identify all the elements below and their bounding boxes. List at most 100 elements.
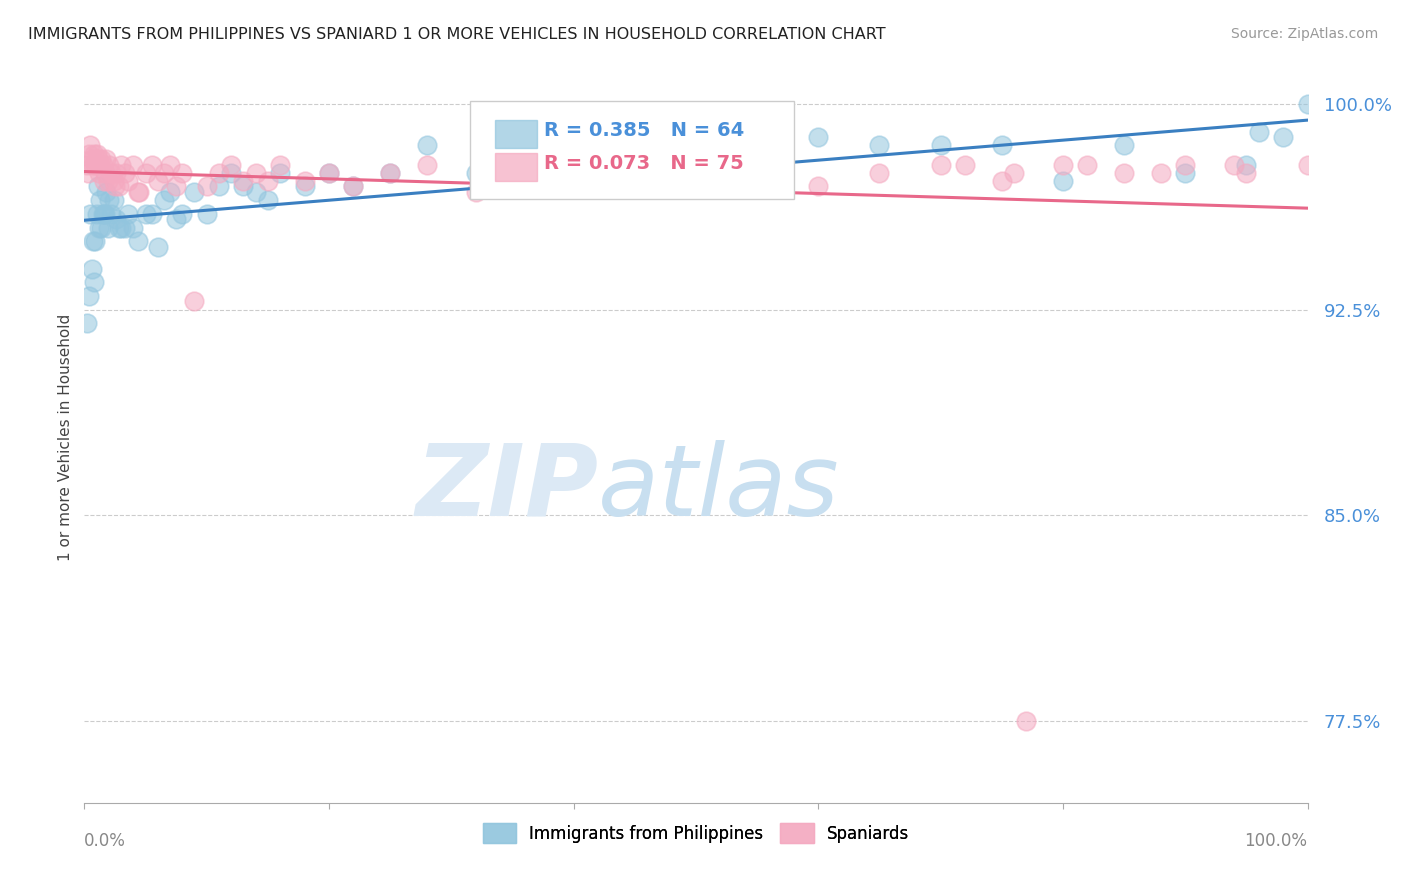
Point xyxy=(127,185,149,199)
Point xyxy=(269,166,291,180)
Point xyxy=(159,157,181,171)
Point xyxy=(105,212,128,227)
Point xyxy=(1052,174,1074,188)
Point xyxy=(103,174,125,188)
Point xyxy=(82,157,104,171)
Point xyxy=(219,166,242,180)
Point xyxy=(929,157,952,171)
Point xyxy=(104,179,127,194)
Point xyxy=(342,179,364,194)
Point xyxy=(991,174,1014,188)
Point xyxy=(146,240,169,254)
Point xyxy=(97,220,120,235)
Point xyxy=(117,174,139,188)
Point xyxy=(869,166,891,180)
Point xyxy=(107,220,129,235)
Point xyxy=(1015,714,1038,728)
Point xyxy=(86,146,108,161)
Point xyxy=(257,174,280,188)
Point xyxy=(1174,157,1197,171)
Point xyxy=(141,207,163,221)
Point xyxy=(1296,157,1319,171)
Point xyxy=(380,166,402,180)
Text: 100.0%: 100.0% xyxy=(1244,832,1308,850)
Text: R = 0.385   N = 64: R = 0.385 N = 64 xyxy=(544,121,745,140)
Point xyxy=(464,166,486,180)
Point xyxy=(110,220,132,235)
Point xyxy=(502,157,524,171)
Point xyxy=(342,179,364,194)
Y-axis label: 1 or more Vehicles in Household: 1 or more Vehicles in Household xyxy=(58,313,73,561)
Point xyxy=(1247,125,1270,139)
Point xyxy=(165,179,187,194)
Point xyxy=(141,157,163,171)
Point xyxy=(1174,166,1197,180)
Point xyxy=(87,220,110,235)
Point xyxy=(82,234,104,248)
Point xyxy=(100,166,122,180)
Text: R = 0.073   N = 75: R = 0.073 N = 75 xyxy=(544,154,744,173)
FancyBboxPatch shape xyxy=(495,120,537,148)
Point xyxy=(100,207,122,221)
Point xyxy=(624,152,647,166)
Point xyxy=(807,179,830,194)
Point xyxy=(86,207,108,221)
Point xyxy=(79,207,101,221)
Point xyxy=(1272,130,1295,145)
Point xyxy=(1002,166,1025,180)
Point xyxy=(1223,157,1246,171)
Point xyxy=(122,157,145,171)
Point xyxy=(80,261,103,276)
Point xyxy=(128,185,150,199)
Point xyxy=(219,157,242,171)
Point xyxy=(1236,157,1258,171)
Point xyxy=(94,166,117,180)
Text: IMMIGRANTS FROM PHILIPPINES VS SPANIARD 1 OR MORE VEHICLES IN HOUSEHOLD CORRELAT: IMMIGRANTS FROM PHILIPPINES VS SPANIARD … xyxy=(28,27,886,42)
Point xyxy=(122,220,145,235)
Point xyxy=(87,152,110,166)
Point xyxy=(117,207,139,221)
Point xyxy=(84,234,107,248)
Point xyxy=(93,207,115,221)
Point xyxy=(1114,138,1136,153)
Point xyxy=(195,179,218,194)
Point xyxy=(110,157,132,171)
Point xyxy=(96,185,118,199)
Point xyxy=(380,166,402,180)
Point xyxy=(269,157,291,171)
Text: ZIP: ZIP xyxy=(415,440,598,537)
Point xyxy=(172,166,194,180)
Point xyxy=(105,166,128,180)
Point xyxy=(709,174,731,188)
Point xyxy=(153,193,176,207)
Point xyxy=(747,157,769,171)
Point xyxy=(294,179,316,194)
Point xyxy=(232,179,254,194)
Point xyxy=(103,193,125,207)
Point xyxy=(153,166,176,180)
Point xyxy=(91,207,114,221)
Point xyxy=(586,174,609,188)
Point xyxy=(257,193,280,207)
Point xyxy=(93,174,115,188)
Text: atlas: atlas xyxy=(598,440,839,537)
Point xyxy=(87,179,110,194)
Text: 0.0%: 0.0% xyxy=(84,832,127,850)
Point xyxy=(77,166,100,180)
Point xyxy=(416,157,439,171)
Point xyxy=(1236,166,1258,180)
Point xyxy=(83,275,105,289)
Point xyxy=(76,317,98,331)
Point xyxy=(172,207,194,221)
Point xyxy=(127,234,149,248)
Point xyxy=(991,138,1014,153)
Point xyxy=(807,130,830,145)
Point xyxy=(245,185,267,199)
Point xyxy=(562,179,585,194)
Point xyxy=(76,157,98,171)
Point xyxy=(135,166,157,180)
Legend: Immigrants from Philippines, Spaniards: Immigrants from Philippines, Spaniards xyxy=(477,817,915,849)
Point xyxy=(96,152,118,166)
Point xyxy=(146,174,169,188)
Point xyxy=(624,166,647,180)
